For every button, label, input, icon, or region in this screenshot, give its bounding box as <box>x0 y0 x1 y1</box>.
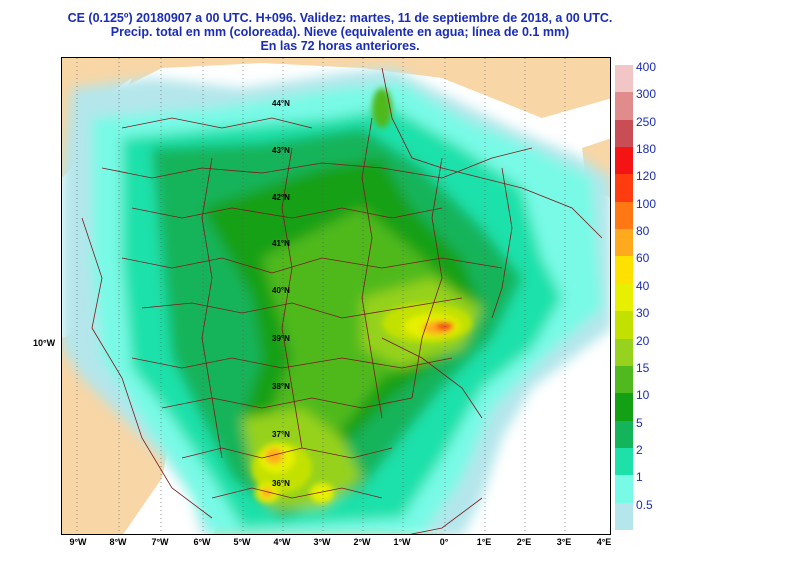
legend-label: 10 <box>636 388 650 403</box>
precipitation-map <box>61 57 611 535</box>
x-tick-2w: 2°W <box>353 537 371 547</box>
x-tick-9w: 9°W <box>69 537 87 547</box>
lat-label-37n: 37°N <box>272 430 290 439</box>
x-tick-3w: 3°W <box>313 537 331 547</box>
boundaries <box>81 67 603 534</box>
legend-swatch <box>615 475 633 504</box>
legend-label: 40 <box>636 278 650 293</box>
legend-label: 120 <box>636 169 657 184</box>
legend-swatch <box>615 256 633 285</box>
legend-label: 400 <box>636 60 657 74</box>
lat-label-36n: 36°N <box>272 479 290 488</box>
x-tick-0: 0° <box>439 537 449 547</box>
legend-label: 0.5 <box>636 497 653 512</box>
precip-legend <box>615 65 633 531</box>
x-tick-1e: 1°E <box>476 537 492 547</box>
lat-label-43n: 43°N <box>272 146 290 155</box>
core-20mm-north <box>372 88 392 128</box>
legend-swatch <box>615 420 633 449</box>
map-title-line-2: Precip. total en mm (coloreada). Nieve (… <box>110 25 570 39</box>
legend-label: 30 <box>636 306 650 321</box>
lat-label-38n: 38°N <box>272 382 290 391</box>
legend-label: 300 <box>636 87 657 102</box>
legend-swatch <box>615 447 633 476</box>
y-axis-label-10w: 10°W <box>33 338 56 348</box>
legend-swatch <box>615 393 633 422</box>
x-tick-1w: 1°W <box>393 537 411 547</box>
legend-swatch <box>615 338 633 367</box>
legend-swatch <box>615 283 633 312</box>
legend-swatch <box>615 229 633 257</box>
lat-label-40n: 40°N <box>272 286 290 295</box>
x-tick-4e: 4°E <box>596 537 612 547</box>
legend-label: 5 <box>636 415 643 430</box>
legend-label: 80 <box>636 224 650 239</box>
precip-core <box>252 88 472 503</box>
legend-label: 2 <box>636 442 643 457</box>
x-tick-6w: 6°W <box>193 537 211 547</box>
x-tick-2e: 2°E <box>516 537 532 547</box>
legend-swatch <box>615 65 633 93</box>
legend-swatch <box>615 365 633 394</box>
legend-label: 250 <box>636 114 657 129</box>
x-tick-8w: 8°W <box>109 537 127 547</box>
core-30mm-southeast <box>310 483 334 503</box>
legend-label: 15 <box>636 360 650 375</box>
legend-label: 180 <box>636 142 657 157</box>
lat-label-39n: 39°N <box>272 334 290 343</box>
legend-label: 60 <box>636 251 650 266</box>
land-north-coast <box>62 58 610 178</box>
core-60mm-southwest <box>261 488 273 498</box>
x-tick-3e: 3°E <box>556 537 572 547</box>
lat-label-41n: 41°N <box>272 239 290 248</box>
core-60mm-south <box>265 448 283 464</box>
legend-swatch <box>615 174 633 203</box>
x-tick-4w: 4°W <box>273 537 291 547</box>
map-title-line-3: En las 72 horas anteriores. <box>260 39 420 53</box>
map-title-line-1: CE (0.125º) 20180907 a 00 UTC. H+096. Va… <box>67 11 613 25</box>
lat-label-44n: 44°N <box>272 99 290 108</box>
legend-swatch <box>615 119 633 148</box>
x-tick-5w: 5°W <box>233 537 251 547</box>
legend-label: 100 <box>636 196 657 211</box>
legend-swatch <box>615 201 633 230</box>
map-canvas <box>62 58 610 534</box>
legend-swatch <box>615 311 633 340</box>
legend-label: 1 <box>636 470 643 485</box>
legend-swatch <box>615 92 633 121</box>
legend-swatch <box>615 502 633 531</box>
legend-swatch <box>615 147 633 175</box>
lat-label-42n: 42°N <box>272 193 290 202</box>
x-tick-7w: 7°W <box>151 537 169 547</box>
legend-label: 20 <box>636 333 650 348</box>
